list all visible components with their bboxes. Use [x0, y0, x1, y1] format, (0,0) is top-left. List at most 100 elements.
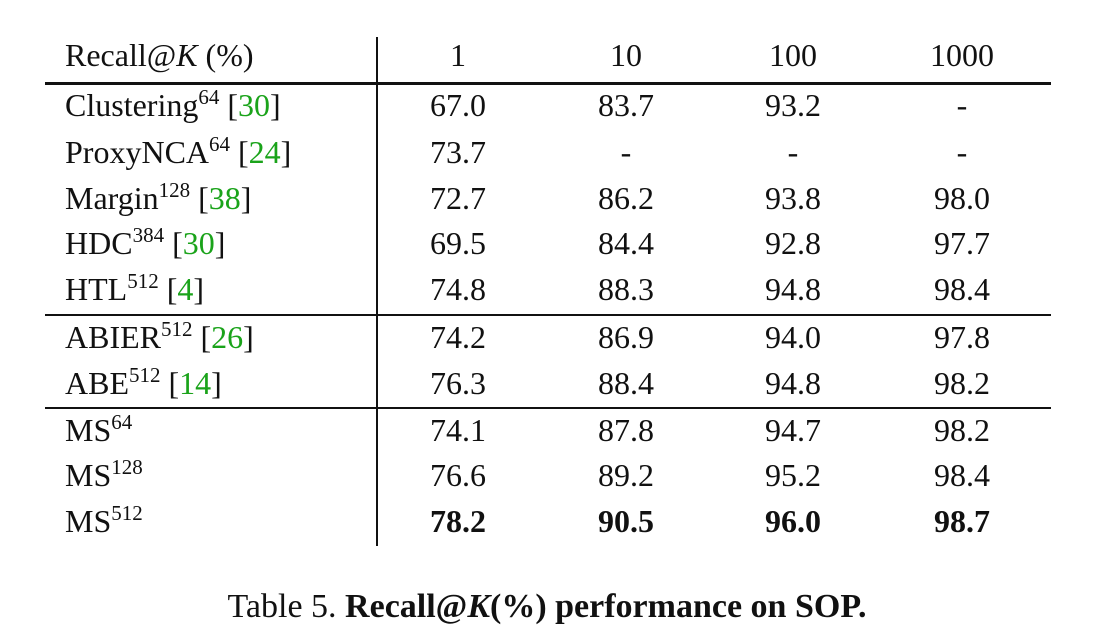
citation-part: [ [168, 365, 180, 401]
caption-title: Recall@ [345, 588, 468, 625]
value-cell: 73.7 [430, 134, 486, 170]
citation-part: ] [243, 319, 254, 355]
value-cell: 84.4 [598, 225, 654, 261]
header-label: Recall@K (%) [65, 35, 254, 75]
value-cell: 74.2 [430, 319, 486, 355]
method-dim: 128 [158, 178, 191, 202]
citation-part: [ [172, 225, 183, 261]
method-cell: HTL512 [4] [65, 269, 204, 309]
value-cell: 98.4 [934, 271, 990, 307]
method-cell: ABIER512 [26] [65, 317, 254, 357]
method-name: HTL [65, 271, 128, 307]
method-name: ABIER [65, 319, 161, 355]
method-cell: ABE512 [14] [65, 363, 222, 403]
value-cell: 98.0 [934, 180, 990, 216]
group-rule [45, 407, 1051, 409]
label-text: (%) [197, 37, 254, 73]
method-name: MS [65, 412, 112, 448]
value-cell: 69.5 [430, 225, 486, 261]
citation: [30] [172, 225, 225, 261]
citation: [14] [169, 365, 222, 401]
method-name: ABE [65, 365, 129, 401]
value-cell: 74.8 [430, 271, 486, 307]
method-dim: 64 [198, 85, 220, 109]
value-cell: 74.1 [430, 412, 486, 448]
caption-title: (%) performance on SOP. [490, 588, 867, 625]
method-cell: Margin128 [38] [65, 178, 251, 218]
citation-part: [ [166, 271, 178, 307]
caption: Table 5. Recall@K(%) performance on SOP. [0, 584, 1094, 630]
method-cell: MS128 [65, 455, 143, 495]
method-cell: MS512 [65, 501, 143, 541]
citation-part: 24 [248, 134, 281, 170]
citation-part: ] [193, 271, 205, 307]
group-rule [45, 314, 1051, 316]
citation-part: ] [211, 365, 222, 401]
method-dim: 128 [111, 455, 143, 479]
header-cell: 1000 [930, 37, 994, 73]
citation-part: [ [238, 134, 249, 170]
method-cell: Clustering64 [30] [65, 85, 281, 125]
value-cell: 93.8 [765, 180, 821, 216]
citation-part: 26 [211, 319, 244, 355]
citation-part: ] [280, 134, 292, 170]
citation-part: 38 [208, 180, 241, 216]
value-cell: 86.2 [598, 180, 654, 216]
citation: [26] [201, 319, 254, 355]
header-cell: 10 [610, 37, 642, 73]
method-name: ProxyNCA [65, 134, 210, 170]
method-cell: HDC384 [30] [65, 223, 225, 263]
value-cell: 98.7 [934, 503, 990, 539]
label-var: K [176, 37, 198, 73]
header-cell: 1 [450, 37, 466, 73]
column-rule [376, 37, 378, 546]
value-cell: 96.0 [765, 503, 821, 539]
citation: [38] [198, 180, 251, 216]
value-cell: 97.7 [934, 225, 990, 261]
value-cell: - [956, 134, 968, 170]
method-name: HDC [65, 225, 133, 261]
value-cell: 94.7 [765, 412, 821, 448]
value-cell: 95.2 [765, 457, 821, 493]
citation-part: 4 [177, 271, 194, 307]
value-cell: 76.3 [430, 365, 486, 401]
value-cell: 72.7 [430, 180, 486, 216]
header-rule [45, 82, 1051, 85]
citation-part: 14 [179, 365, 212, 401]
value-cell: 89.2 [598, 457, 654, 493]
value-cell: 90.5 [598, 503, 654, 539]
value-cell: 94.0 [765, 319, 821, 355]
method-dim: 64 [209, 132, 231, 156]
value-cell: 93.2 [765, 87, 821, 123]
method-name: Clustering [65, 87, 199, 123]
method-dim: 384 [132, 223, 165, 247]
citation-part: [ [200, 319, 212, 355]
citation-part: ] [214, 225, 226, 261]
value-cell: 97.8 [934, 319, 990, 355]
value-cell: - [956, 87, 968, 123]
method-cell: ProxyNCA64 [24] [65, 132, 291, 172]
citation: [24] [238, 134, 291, 170]
label-text: Recall@ [65, 37, 177, 73]
value-cell: - [787, 134, 799, 170]
value-cell: 87.8 [598, 412, 654, 448]
method-cell: MS64 [65, 410, 132, 450]
citation-part: ] [269, 87, 281, 123]
citation-part: [ [227, 87, 238, 123]
value-cell: 94.8 [765, 365, 821, 401]
value-cell: - [620, 134, 632, 170]
method-dim: 512 [111, 501, 143, 525]
value-cell: 98.2 [934, 365, 990, 401]
value-cell: 98.4 [934, 457, 990, 493]
caption-var: K [467, 588, 490, 625]
citation-part: 30 [182, 225, 215, 261]
method-name: MS [65, 457, 112, 493]
method-name: Margin [65, 180, 159, 216]
method-name: MS [65, 503, 112, 539]
citation-part: [ [198, 180, 209, 216]
value-cell: 67.0 [430, 87, 486, 123]
value-cell: 78.2 [430, 503, 486, 539]
caption-number: Table 5. [227, 588, 337, 625]
method-dim: 512 [129, 363, 161, 387]
